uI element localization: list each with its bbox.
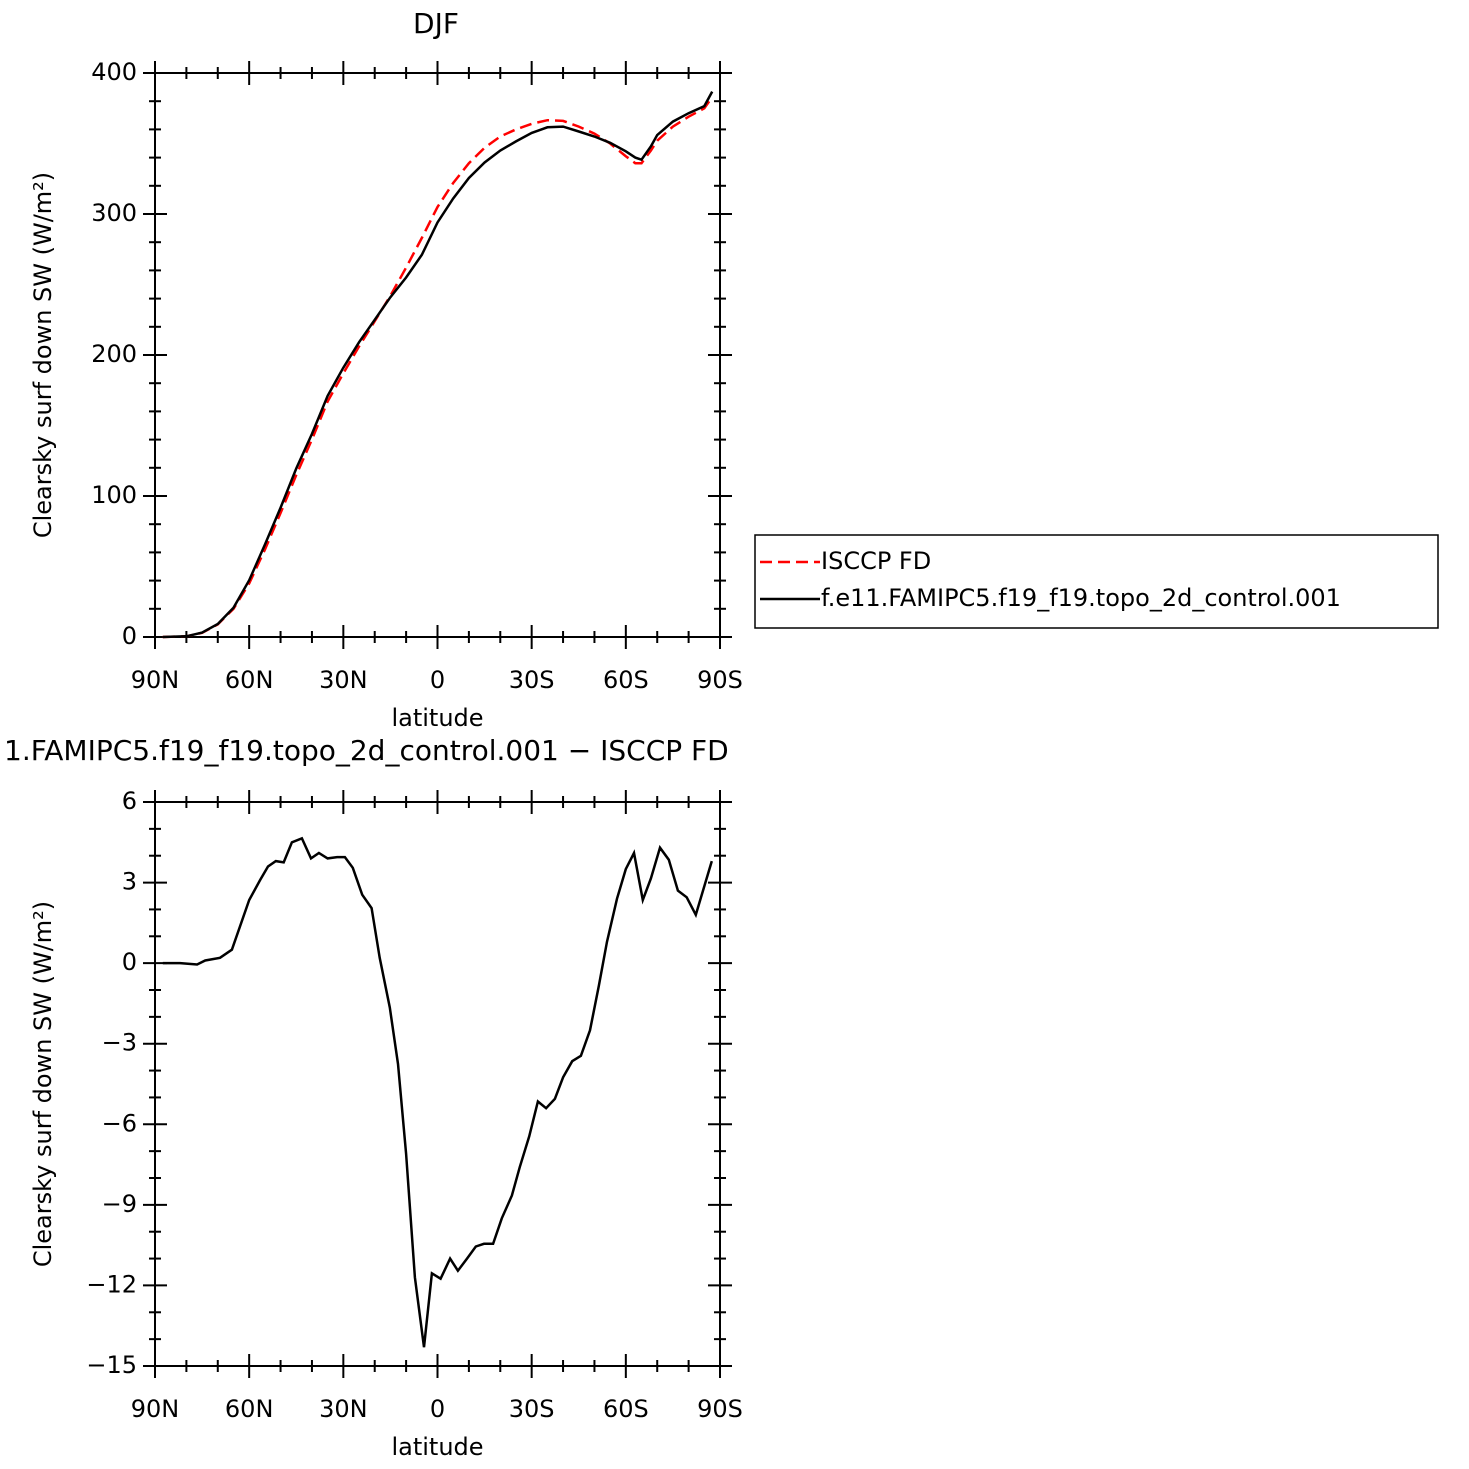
legend-label: ISCCP FD (821, 547, 931, 575)
series-line (162, 91, 714, 639)
x-tick-label: 60N (225, 666, 274, 694)
y-tick-label: 6 (122, 787, 137, 815)
chart-title: 1.FAMIPC5.f19_f19.topo_2d_control.001 − … (4, 734, 729, 767)
x-tick-label: 90S (697, 1395, 743, 1423)
x-tick-label: 0 (430, 1395, 445, 1423)
chart-title: DJF (413, 7, 459, 40)
y-tick-label: −15 (86, 1351, 137, 1379)
x-axis-label: latitude (391, 704, 483, 732)
series-line (162, 96, 714, 639)
legend-label: f.e11.FAMIPC5.f19_f19.topo_2d_control.00… (821, 584, 1341, 612)
y-tick-label: −3 (102, 1029, 137, 1057)
x-tick-label: 30S (509, 1395, 555, 1423)
x-tick-label: 90N (131, 1395, 180, 1423)
y-tick-label: −9 (102, 1190, 137, 1218)
x-tick-label: 90N (131, 666, 180, 694)
legend-box (754, 534, 1439, 629)
y-tick-label: 3 (122, 868, 137, 896)
x-tick-label: 60N (225, 1395, 274, 1423)
x-axis-label: latitude (391, 1433, 483, 1461)
y-tick-label: 300 (91, 199, 137, 227)
y-tick-label: 0 (122, 948, 137, 976)
x-tick-label: 60S (603, 1395, 649, 1423)
x-tick-label: 90S (697, 666, 743, 694)
x-tick-label: 30S (509, 666, 555, 694)
x-tick-label: 60S (603, 666, 649, 694)
series-line (162, 836, 713, 1348)
y-axis-label: Clearsky surf down SW (W/m²) (29, 172, 57, 538)
y-tick-label: 200 (91, 340, 137, 368)
y-tick-label: 100 (91, 481, 137, 509)
y-tick-label: 400 (91, 58, 137, 86)
x-tick-label: 0 (430, 666, 445, 694)
y-tick-label: 0 (122, 622, 137, 650)
y-axis-label: Clearsky surf down SW (W/m²) (29, 901, 57, 1267)
y-tick-label: −12 (86, 1270, 137, 1298)
plot-frame (154, 801, 721, 1367)
x-tick-label: 30N (319, 666, 368, 694)
y-tick-label: −6 (102, 1109, 137, 1137)
x-tick-label: 30N (319, 1395, 368, 1423)
